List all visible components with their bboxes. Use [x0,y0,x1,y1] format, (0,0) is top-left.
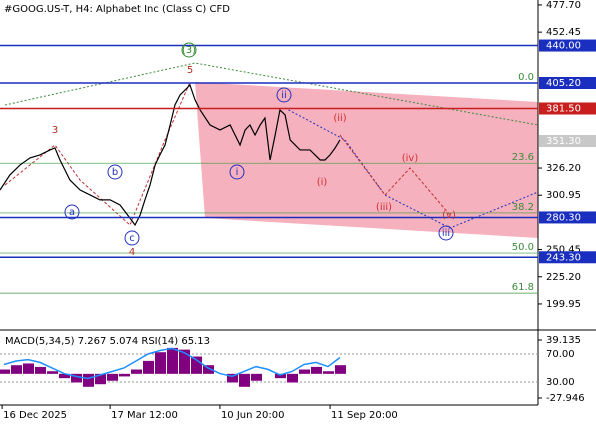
x-tick-label: 11 Sep 20:00 [331,410,398,421]
fib-label: 0.0 [518,72,534,83]
rsi-line [3,347,341,380]
level-label: 243.30 [546,252,581,263]
level-box [539,211,596,224]
histogram-bar [251,373,262,381]
y-tick-label: 477.70 [546,0,581,11]
wave-circle [229,164,245,180]
level-box [539,39,596,52]
x-tick-label: 16 Dec 2025 [3,410,67,421]
histogram-bar [35,366,46,374]
wave-label: iii [442,228,450,239]
indicator-title: MACD(5,34,5) 7.267 5.074 RSI(14) 65.13 [5,336,210,347]
wave-circle [181,42,197,58]
y-tick-label: 225.20 [546,272,581,283]
level-box [539,76,596,89]
histogram-bar [83,373,94,387]
wave-label: (3) [182,45,196,56]
histogram-bar [275,373,286,379]
histogram-bar [227,373,238,383]
level-box [539,251,596,264]
wave-circle [276,87,292,103]
histogram-bar [323,371,334,374]
y-tick-label: 326.20 [546,163,581,174]
histogram-bar [119,373,130,377]
histogram-bar [107,373,118,381]
fib-label: 50.0 [512,242,534,253]
histogram-bar [143,360,154,374]
wave-label: (i) [317,177,328,188]
histogram-bar [95,373,106,385]
y-tick-label: 70.00 [546,349,575,360]
histogram-bar [131,369,142,374]
y-tick-label: 452.45 [546,27,581,38]
level-label: 405.20 [546,78,581,89]
y-tick-label: 30.00 [546,377,575,388]
wave-circle [124,230,140,246]
level-label: 440.00 [546,41,581,52]
wave-label: (iv) [402,153,419,164]
fib-label: 38.2 [512,202,534,213]
x-tick-label: 10 Jun 20:00 [221,410,285,421]
price-line [0,83,341,227]
wave-label: 4 [129,247,135,258]
histogram-bar [335,365,346,374]
y-tick-label: 250.45 [546,245,581,256]
histogram-bar [191,356,202,374]
y-tick-label: -27.946 [546,393,585,404]
trend-line [4,62,539,126]
projection-channel [195,82,538,238]
histogram-bar [155,352,166,374]
x-tick-label: 17 Mar 12:00 [111,410,178,421]
wave-circle [64,204,80,220]
wave-label: (v) [442,210,456,221]
wave-label: 5 [187,65,193,76]
wave-label: (iii) [376,202,392,213]
wave-label: (ii) [333,113,346,124]
wave-path [339,134,451,216]
wave-circle [438,225,454,241]
wave-path [384,191,539,229]
fib-label: 23.6 [512,152,534,163]
level-label: 351.30 [546,136,581,147]
chart-header: #GOOG.US-T, H4: Alphabet Inc (Class C) C… [4,4,230,15]
y-tick-label: 300.95 [546,190,581,201]
wave-label: a [69,207,75,218]
histogram-bar [203,365,214,374]
histogram-bar [11,365,22,374]
wave-label: ii [281,90,287,101]
histogram-bar [59,373,70,379]
histogram-bar [287,373,298,383]
y-tick-label: 39.135 [546,335,581,346]
histogram-bar [167,347,178,374]
wave-label: b [112,167,118,178]
level-box [539,102,596,115]
histogram-bar [47,371,58,374]
level-label: 381.50 [546,104,581,115]
wave-label: 3 [52,125,58,136]
histogram-bar [71,373,82,383]
wave-label: c [129,233,135,244]
wave-label: i [236,167,239,178]
histogram-bar [179,349,190,374]
histogram-bar [239,373,250,387]
level-box [539,135,596,148]
wave-circle [107,164,123,180]
histogram-bar [299,369,310,374]
histogram-bar [0,369,10,374]
histogram-bar [23,363,34,374]
histogram-bar [311,366,322,374]
level-label: 280.30 [546,212,581,223]
y-tick-label: 199.95 [546,299,581,310]
fib-label: 61.8 [512,282,534,293]
